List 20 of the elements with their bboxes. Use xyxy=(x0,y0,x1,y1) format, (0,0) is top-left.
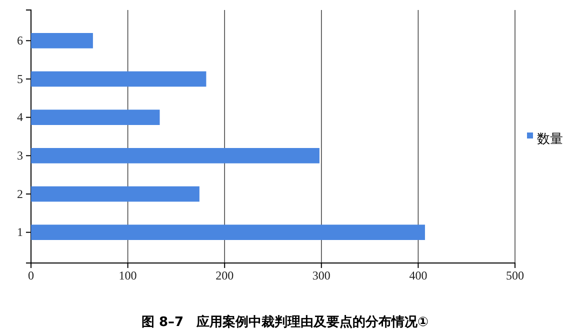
y-tick-label: 3 xyxy=(17,148,23,163)
bar xyxy=(31,71,206,87)
bar xyxy=(31,110,160,125)
y-tick-label: 1 xyxy=(17,225,23,240)
y-tick-label: 2 xyxy=(17,186,23,201)
x-tick-label: 500 xyxy=(506,268,524,283)
y-tick-label: 6 xyxy=(17,34,23,48)
bar xyxy=(31,224,425,240)
bar xyxy=(31,33,93,48)
y-tick-label: 5 xyxy=(17,72,23,86)
legend-label: 数量 xyxy=(537,132,563,148)
text: 图 8–7 应用案例中裁判理由及要点的分布情况① xyxy=(141,314,429,330)
x-tick-label: 0 xyxy=(28,268,34,283)
bar xyxy=(31,148,320,164)
x-tick-label: 200 xyxy=(216,268,234,283)
x-tick-label: 300 xyxy=(312,268,330,283)
y-tick-label: 4 xyxy=(17,110,23,124)
x-tick-label: 100 xyxy=(118,268,137,283)
x-tick-label: 400 xyxy=(409,268,428,283)
bar xyxy=(31,186,200,202)
